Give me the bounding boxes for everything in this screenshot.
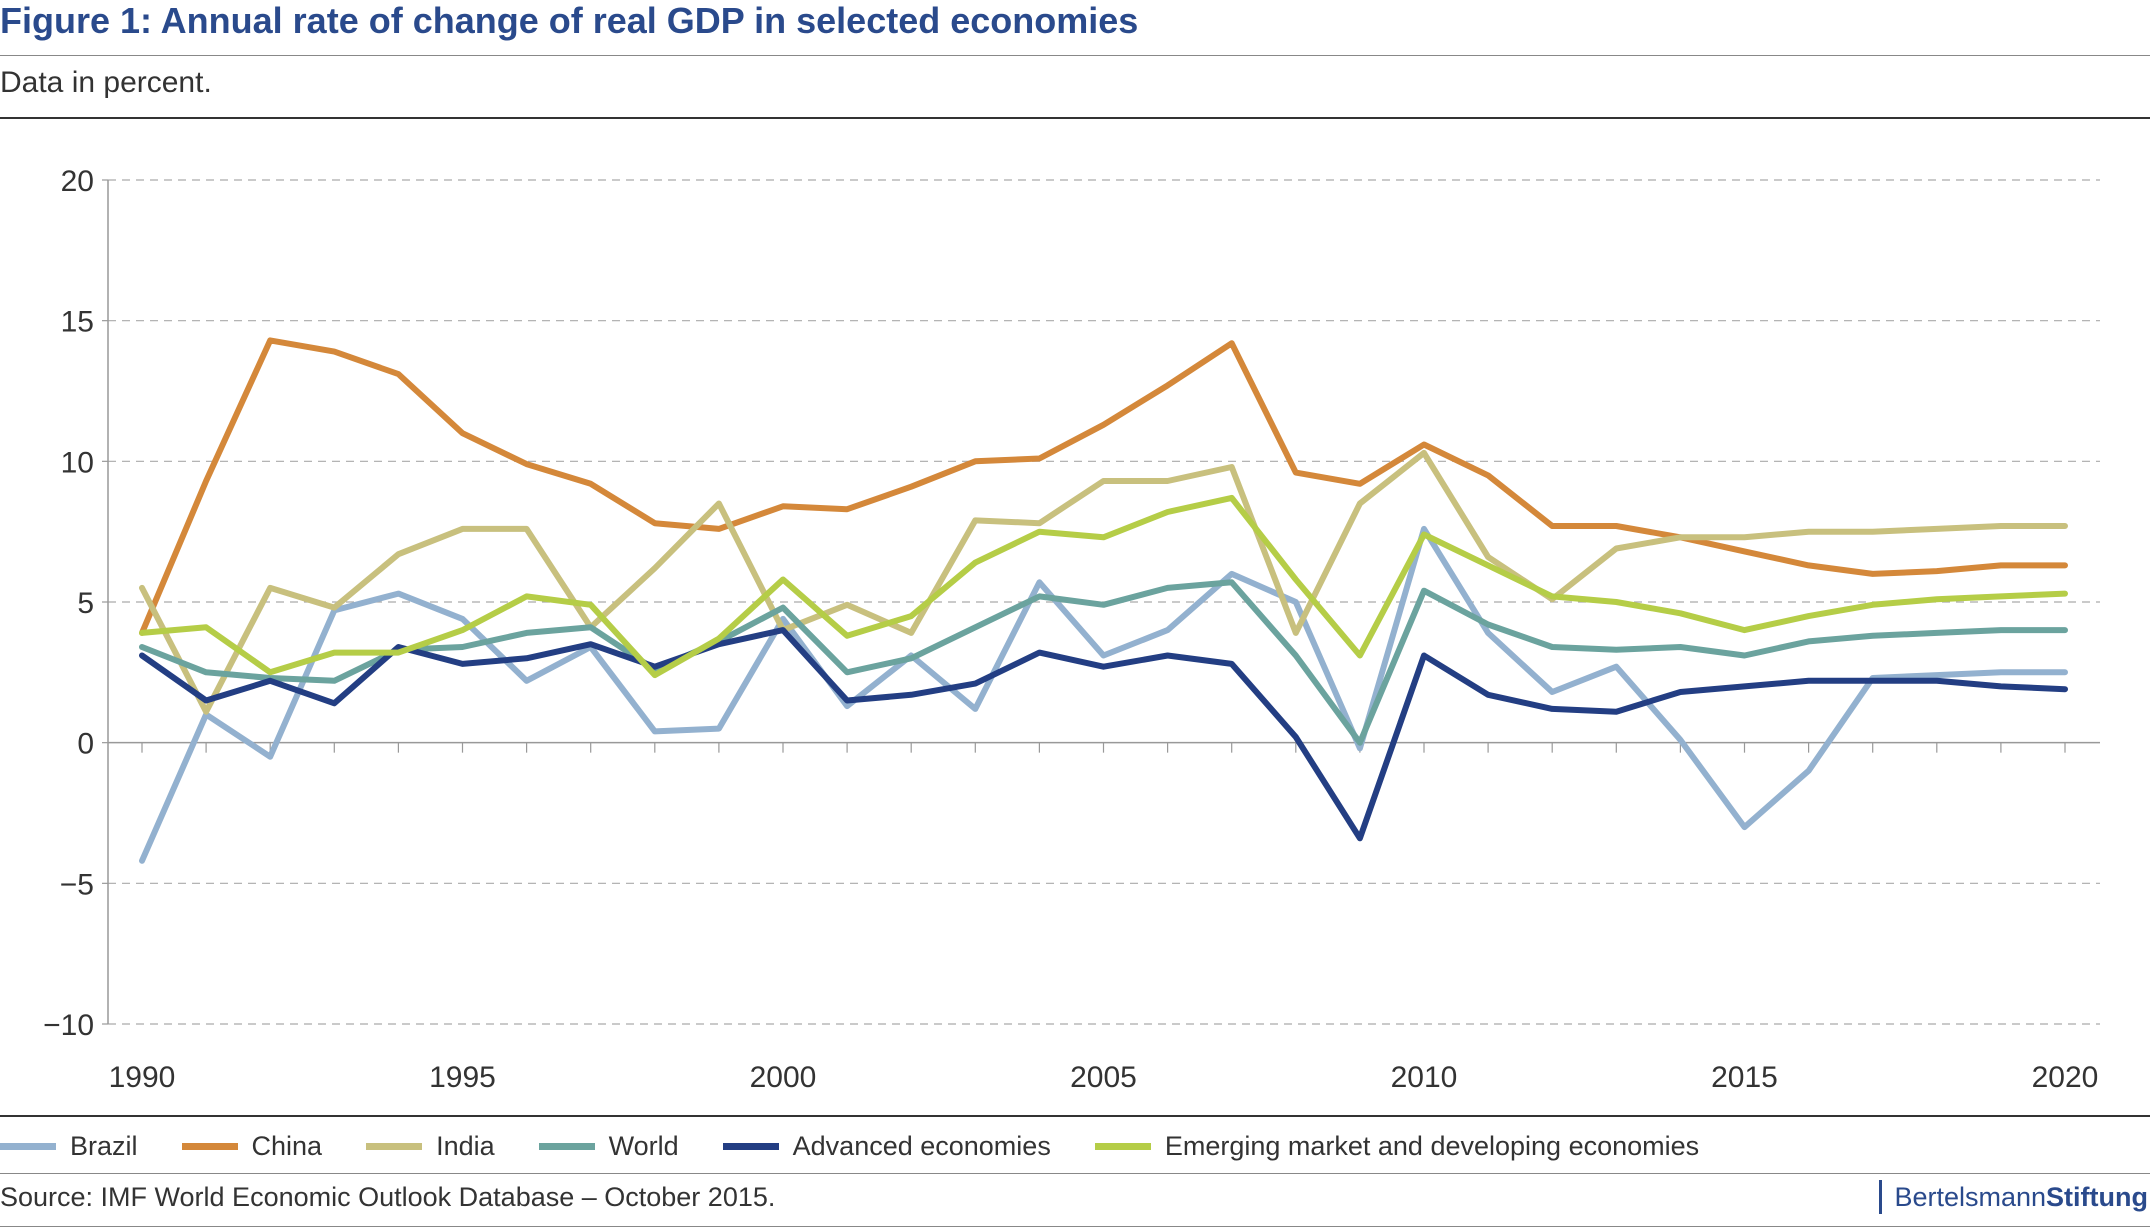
source-note: Source: IMF World Economic Outlook Datab… (0, 1182, 776, 1212)
legend-item: Emerging market and developing economies (1094, 1130, 1700, 1162)
y-tick-label: −10 (43, 1009, 94, 1042)
series-line-world (139, 579, 2068, 746)
legend-swatch (1094, 1142, 1151, 1150)
x-tick-label: 2015 (1711, 1061, 1778, 1094)
footer-bottom-divider (0, 1226, 2150, 1227)
series-line-emerging-market-and-developing-economies (139, 494, 2068, 679)
legend-label: Advanced economies (792, 1130, 1051, 1161)
legend-swatch (366, 1142, 423, 1150)
x-tick-label: 1990 (109, 1061, 176, 1094)
series-line-advanced-economies (139, 627, 2068, 842)
brand-name-part1: Bertelsmann (1894, 1182, 2047, 1212)
legend-top-divider (0, 1115, 2150, 1117)
x-tick-label: 1995 (429, 1061, 496, 1094)
x-tick-label: 2020 (2032, 1061, 2099, 1094)
series-line-india (139, 449, 2068, 715)
series-line-brazil (139, 525, 2068, 864)
legend-swatch (0, 1142, 56, 1150)
legend-item: World (538, 1130, 679, 1162)
y-tick-label: 0 (77, 728, 94, 761)
legend-label: Emerging market and developing economies (1164, 1130, 1700, 1161)
legend-bottom-divider (0, 1173, 2150, 1174)
legend-swatch (181, 1142, 238, 1150)
brand-logo: BertelsmannStiftung (1879, 1180, 2148, 1214)
subtitle-divider (0, 117, 2150, 119)
y-tick-label: 5 (77, 587, 94, 620)
legend-swatch (538, 1142, 595, 1150)
y-tick-label: 15 (61, 306, 94, 339)
y-tick-label: 20 (61, 165, 94, 198)
legend-label: Brazil (70, 1130, 138, 1161)
legend-swatch (722, 1142, 779, 1150)
y-tick-label: 10 (61, 446, 94, 479)
brand-name-part2: Stiftung (2046, 1182, 2148, 1212)
y-tick-label: −5 (60, 868, 94, 901)
line-chart: −10 −5 0 5 10 15 20 1990 1995 2000 2005 2010 2015 202… (43, 165, 2100, 1094)
legend-item: Advanced economies (722, 1130, 1051, 1162)
page-title: Figure 1: Annual rate of change of real … (0, 0, 1139, 41)
legend-label: World (608, 1130, 679, 1161)
x-tick-label: 2000 (750, 1061, 817, 1094)
x-tick-label: 2005 (1070, 1061, 1137, 1094)
legend-item: India (366, 1131, 495, 1162)
legend-item: Brazil (0, 1131, 138, 1162)
legend-label: India (436, 1130, 495, 1161)
legend-item: China (181, 1130, 323, 1162)
chart-legend: Brazil China India World Advanced economies E… (0, 1126, 1743, 1166)
chart-subtitle: Data in percent. (0, 66, 212, 99)
title-divider (0, 55, 2150, 56)
legend-label: China (251, 1130, 323, 1161)
x-tick-label: 2010 (1391, 1061, 1458, 1094)
series-line-china (139, 337, 2068, 636)
